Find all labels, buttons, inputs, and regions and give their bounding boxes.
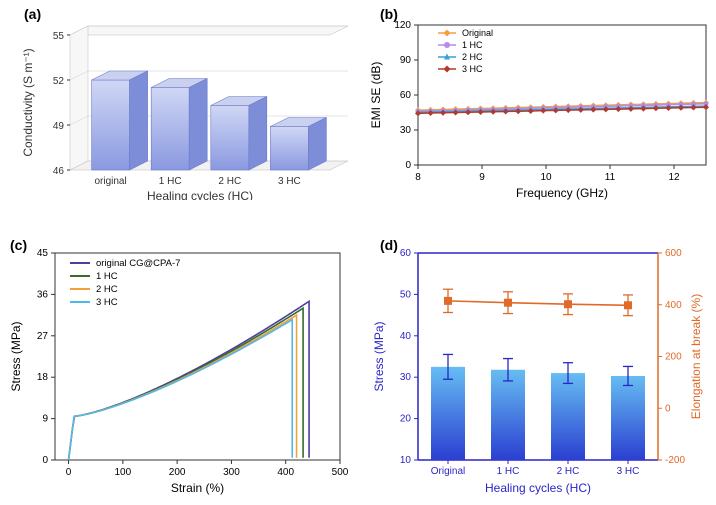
svg-text:0: 0 (42, 455, 48, 466)
panel-a-label: (a) (24, 6, 41, 22)
svg-text:55: 55 (53, 31, 65, 42)
svg-text:30: 30 (400, 372, 412, 383)
svg-text:30: 30 (400, 125, 412, 136)
panel-d: (d) 10 20 30 40 50 60 -200 0 200 400 600 Original 1 … (358, 235, 716, 505)
svg-text:2 HC: 2 HC (218, 176, 241, 187)
svg-text:1 HC: 1 HC (96, 271, 118, 282)
svg-text:Conductivity (S m⁻¹): Conductivity (S m⁻¹) (21, 48, 35, 156)
svg-text:100: 100 (115, 467, 132, 478)
svg-text:-200: -200 (665, 455, 685, 466)
svg-text:original CG@CPA-7: original CG@CPA-7 (96, 258, 180, 269)
svg-text:3 HC: 3 HC (617, 466, 640, 477)
svg-text:90: 90 (400, 55, 412, 66)
svg-text:45: 45 (37, 248, 49, 259)
svg-text:300: 300 (223, 467, 240, 478)
panel-d-label: (d) (380, 237, 398, 253)
svg-text:3 HC: 3 HC (462, 64, 483, 74)
svg-text:60: 60 (400, 248, 412, 259)
chart-b-svg: 891011120306090120Original1 HC2 HC3 HCFr… (358, 0, 716, 200)
panel-b: (b) 891011120306090120Original1 HC2 HC3 … (358, 0, 716, 200)
svg-text:200: 200 (169, 467, 186, 478)
svg-text:500: 500 (332, 467, 349, 478)
svg-text:46: 46 (53, 166, 65, 177)
svg-text:Strain (%): Strain (%) (171, 481, 224, 495)
svg-text:3 HC: 3 HC (96, 297, 118, 308)
svg-text:1 HC: 1 HC (497, 466, 520, 477)
svg-text:60: 60 (400, 90, 412, 101)
svg-text:1 HC: 1 HC (159, 176, 182, 187)
panel-c-label: (c) (10, 237, 27, 253)
svg-text:original: original (94, 176, 126, 187)
svg-text:2 HC: 2 HC (557, 466, 580, 477)
svg-text:50: 50 (400, 289, 412, 300)
svg-text:36: 36 (37, 289, 49, 300)
svg-text:3 HC: 3 HC (278, 176, 301, 187)
chart-a-svg: 46 49 52 55 original 1 HC 2 HC 3 HC Healing cycl… (0, 0, 358, 200)
svg-text:0: 0 (66, 467, 72, 478)
panel-c: (c) 0 100 200 300 400 500 0 9 18 27 36 45 original C… (0, 235, 358, 505)
svg-text:2 HC: 2 HC (96, 284, 118, 295)
svg-text:Frequency (GHz): Frequency (GHz) (516, 186, 608, 200)
svg-text:18: 18 (37, 372, 49, 383)
svg-text:20: 20 (400, 414, 412, 425)
svg-text:Original: Original (462, 28, 493, 38)
svg-text:52: 52 (53, 76, 65, 87)
svg-text:400: 400 (277, 467, 294, 478)
svg-text:200: 200 (665, 352, 682, 363)
panel-a: (a) 46 49 52 55 original 1 HC 2 HC 3 HC Healing … (0, 0, 358, 200)
svg-text:Elongation at break (%): Elongation at break (%) (689, 294, 703, 419)
svg-text:9: 9 (479, 172, 485, 183)
chart-d-svg: 10 20 30 40 50 60 -200 0 200 400 600 Original 1 HC 2 … (358, 235, 716, 505)
svg-text:2 HC: 2 HC (462, 52, 483, 62)
svg-text:Healing cycles (HC): Healing cycles (HC) (485, 481, 591, 495)
svg-text:8: 8 (415, 172, 421, 183)
svg-text:0: 0 (405, 160, 411, 171)
svg-text:9: 9 (42, 414, 48, 425)
svg-text:Original: Original (431, 466, 465, 477)
svg-text:Healing cycles (HC): Healing cycles (HC) (147, 189, 253, 200)
svg-text:10: 10 (540, 172, 552, 183)
svg-text:49: 49 (53, 121, 65, 132)
svg-text:Stress (MPa): Stress (MPa) (372, 321, 386, 391)
chart-c-svg: 0 100 200 300 400 500 0 9 18 27 36 45 original CG@CP… (0, 235, 358, 505)
panel-b-label: (b) (380, 6, 398, 22)
svg-text:10: 10 (400, 455, 412, 466)
svg-text:400: 400 (665, 300, 682, 311)
svg-text:EMI SE (dB): EMI SE (dB) (369, 62, 383, 129)
svg-text:11: 11 (605, 172, 616, 183)
svg-text:0: 0 (665, 403, 671, 414)
svg-text:600: 600 (665, 248, 682, 259)
svg-text:40: 40 (400, 331, 412, 342)
svg-text:Stress (MPa): Stress (MPa) (9, 321, 23, 391)
svg-text:27: 27 (37, 331, 49, 342)
svg-text:12: 12 (668, 172, 680, 183)
svg-text:1 HC: 1 HC (462, 40, 483, 50)
